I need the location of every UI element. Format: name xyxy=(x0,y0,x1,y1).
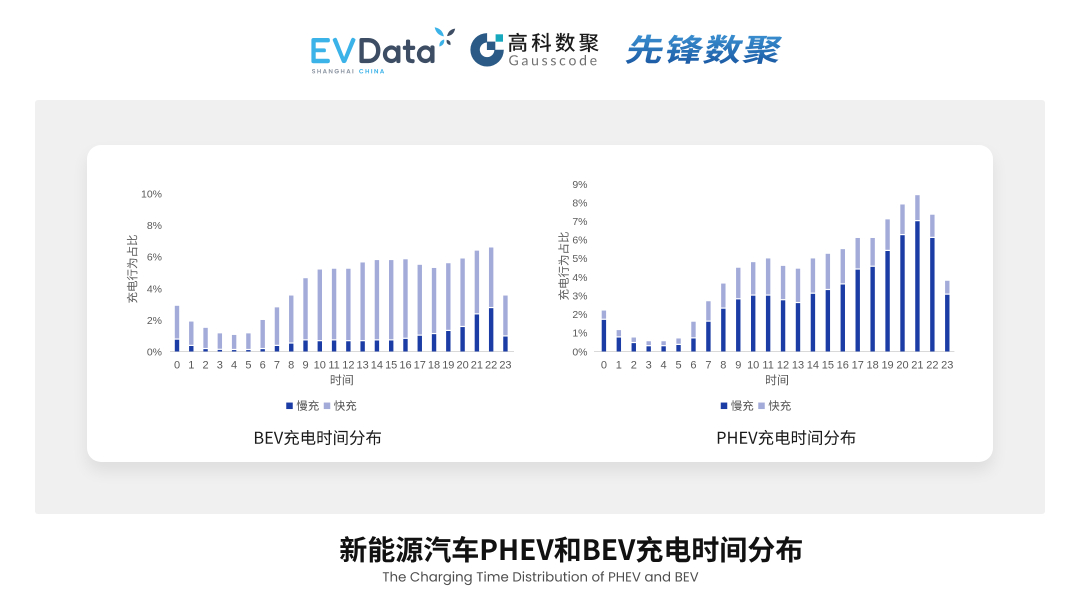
svg-text:1: 1 xyxy=(188,359,194,371)
svg-text:11: 11 xyxy=(328,359,339,371)
svg-text:6%: 6% xyxy=(572,235,587,247)
svg-text:4%: 4% xyxy=(147,283,162,295)
svg-text:16: 16 xyxy=(837,359,849,371)
svg-text:4%: 4% xyxy=(572,272,587,284)
svg-text:18: 18 xyxy=(428,359,440,371)
svg-text:6%: 6% xyxy=(147,252,162,264)
svg-text:8%: 8% xyxy=(147,220,162,232)
svg-text:8: 8 xyxy=(288,359,294,371)
svg-text:22: 22 xyxy=(926,359,938,371)
svg-text:3%: 3% xyxy=(572,291,587,303)
svg-text:3: 3 xyxy=(646,359,652,371)
svg-text:4: 4 xyxy=(231,359,237,371)
svg-text:0: 0 xyxy=(601,359,607,371)
svg-text:2: 2 xyxy=(202,359,208,371)
svg-text:9: 9 xyxy=(735,359,741,371)
svg-text:2: 2 xyxy=(631,359,637,371)
svg-text:16: 16 xyxy=(399,359,411,371)
svg-text:0%: 0% xyxy=(572,346,587,358)
svg-text:7: 7 xyxy=(274,359,280,371)
svg-text:18: 18 xyxy=(867,359,879,371)
svg-text:8: 8 xyxy=(720,359,726,371)
svg-text:1%: 1% xyxy=(572,328,587,340)
svg-text:21: 21 xyxy=(911,359,923,371)
svg-text:14: 14 xyxy=(807,359,819,371)
svg-text:23: 23 xyxy=(499,359,511,371)
svg-text:10: 10 xyxy=(314,359,326,371)
svg-text:2%: 2% xyxy=(147,315,162,327)
svg-text:12: 12 xyxy=(342,359,354,371)
svg-text:9: 9 xyxy=(302,359,308,371)
svg-text:3: 3 xyxy=(217,359,223,371)
svg-text:5: 5 xyxy=(675,359,681,371)
svg-text:14: 14 xyxy=(371,359,383,371)
svg-text:6: 6 xyxy=(690,359,696,371)
svg-text:21: 21 xyxy=(471,359,483,371)
svg-text:4: 4 xyxy=(661,359,667,371)
svg-text:0%: 0% xyxy=(147,346,162,358)
svg-text:13: 13 xyxy=(357,359,369,371)
svg-text:7%: 7% xyxy=(572,216,587,228)
svg-text:23: 23 xyxy=(941,359,953,371)
svg-text:5: 5 xyxy=(245,359,251,371)
svg-text:8%: 8% xyxy=(572,197,587,209)
svg-text:6: 6 xyxy=(260,359,266,371)
svg-text:2%: 2% xyxy=(572,309,587,321)
svg-text:17: 17 xyxy=(414,359,426,371)
svg-text:19: 19 xyxy=(442,359,454,371)
svg-text:9%: 9% xyxy=(572,179,587,191)
svg-text:15: 15 xyxy=(385,359,397,371)
svg-text:5%: 5% xyxy=(572,253,587,265)
svg-text:1: 1 xyxy=(616,359,622,371)
svg-text:7: 7 xyxy=(705,359,711,371)
svg-text:17: 17 xyxy=(852,359,864,371)
svg-text:15: 15 xyxy=(822,359,834,371)
svg-text:20: 20 xyxy=(456,359,468,371)
svg-text:12: 12 xyxy=(777,359,789,371)
svg-text:19: 19 xyxy=(881,359,893,371)
svg-text:11: 11 xyxy=(762,359,773,371)
svg-text:13: 13 xyxy=(792,359,804,371)
svg-text:20: 20 xyxy=(896,359,908,371)
svg-text:10%: 10% xyxy=(141,189,162,201)
svg-text:22: 22 xyxy=(485,359,497,371)
svg-text:10: 10 xyxy=(747,359,759,371)
svg-text:0: 0 xyxy=(174,359,180,371)
